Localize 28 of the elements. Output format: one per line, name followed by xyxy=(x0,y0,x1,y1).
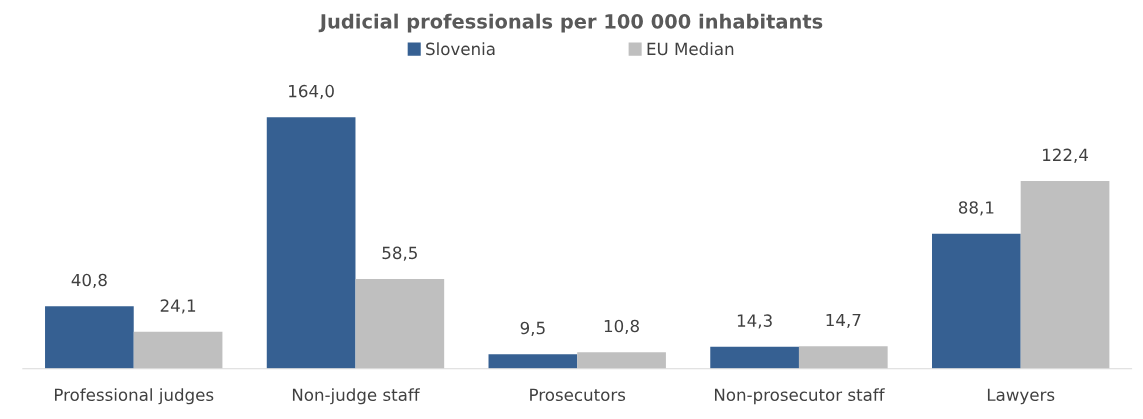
x-tick-label: Lawyers xyxy=(987,388,1055,405)
data-label: 9,5 xyxy=(520,321,545,336)
chart-title: Judicial professionals per 100 000 inhabitants xyxy=(318,13,823,33)
bar xyxy=(266,117,356,369)
bar xyxy=(798,346,888,369)
legend-label: EU Median xyxy=(647,42,734,56)
bar xyxy=(133,331,223,369)
x-tick-label: Non-judge staff xyxy=(292,388,420,405)
data-label: 40,8 xyxy=(71,273,107,288)
data-label: 88,1 xyxy=(958,201,994,216)
bar xyxy=(45,306,134,369)
legend-label: Slovenia xyxy=(426,42,495,56)
bar xyxy=(488,354,578,369)
data-label: 14,3 xyxy=(737,314,772,329)
bar xyxy=(355,279,445,369)
bar xyxy=(932,233,1021,369)
bar xyxy=(710,346,799,369)
bar xyxy=(1020,181,1110,369)
data-label: 10,8 xyxy=(604,319,639,334)
data-label: 164,0 xyxy=(289,84,334,100)
data-label: 122,4 xyxy=(1043,148,1088,163)
data-label: 58,5 xyxy=(382,246,417,261)
bar xyxy=(577,352,666,369)
x-tick-label: Professional judges xyxy=(55,388,214,405)
data-label: 14,7 xyxy=(826,313,861,328)
data-label: 24,1 xyxy=(160,299,196,314)
x-tick-label: Non-prosecutor staff xyxy=(714,388,885,405)
x-tick-label: Prosecutors xyxy=(530,388,626,402)
